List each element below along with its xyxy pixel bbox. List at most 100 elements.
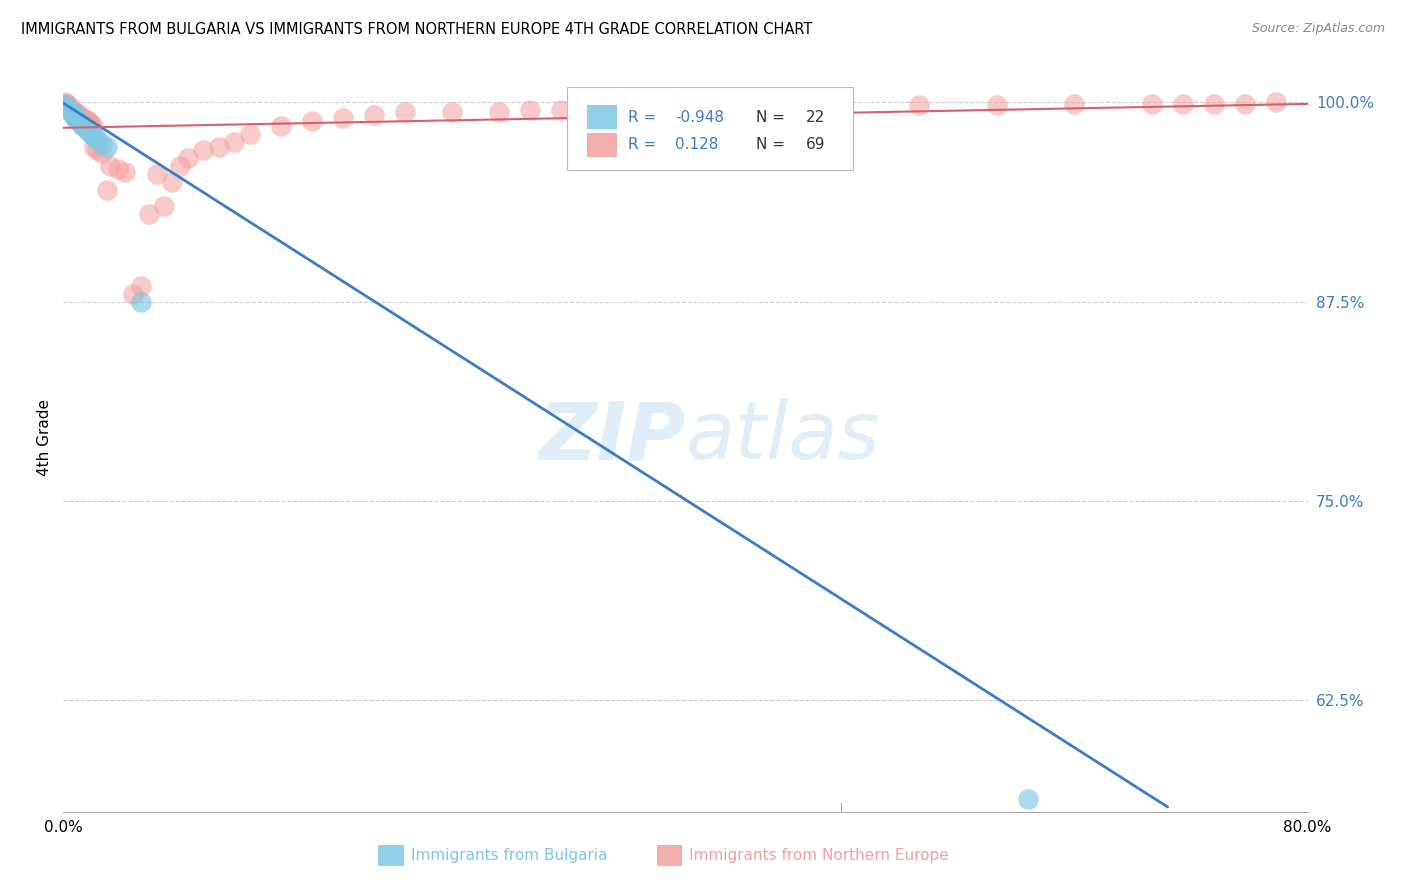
Point — [1265, 95, 1288, 110]
Point — [70, 112, 93, 126]
Point — [239, 127, 262, 141]
Point — [153, 199, 176, 213]
FancyBboxPatch shape — [567, 87, 853, 169]
Text: atlas: atlas — [686, 398, 880, 476]
Point — [986, 98, 1008, 112]
FancyBboxPatch shape — [588, 133, 617, 157]
Point — [129, 294, 152, 309]
Point — [56, 102, 79, 116]
Point — [332, 112, 354, 126]
Text: R =: R = — [628, 137, 661, 153]
Text: -0.948: -0.948 — [675, 110, 724, 125]
FancyBboxPatch shape — [657, 845, 682, 866]
Point — [96, 183, 118, 197]
Point — [55, 96, 77, 111]
Point — [643, 102, 665, 116]
Point — [62, 106, 84, 120]
Point — [1234, 96, 1257, 111]
Point — [86, 143, 108, 157]
Point — [83, 130, 105, 145]
Text: Immigrants from Bulgaria: Immigrants from Bulgaria — [411, 848, 607, 863]
Point — [122, 286, 145, 301]
Point — [363, 108, 385, 122]
Point — [550, 103, 572, 118]
Point — [98, 159, 121, 173]
Point — [441, 104, 464, 119]
Point — [56, 98, 79, 112]
Point — [80, 118, 103, 132]
Point — [65, 112, 87, 126]
Point — [86, 132, 108, 146]
Point — [1204, 96, 1226, 111]
Point — [394, 104, 416, 119]
Point — [76, 112, 98, 127]
Text: IMMIGRANTS FROM BULGARIA VS IMMIGRANTS FROM NORTHERN EUROPE 4TH GRADE CORRELATIO: IMMIGRANTS FROM BULGARIA VS IMMIGRANTS F… — [21, 22, 813, 37]
Text: ZIP: ZIP — [538, 398, 686, 476]
Point — [596, 102, 619, 116]
Point — [129, 278, 152, 293]
Point — [62, 104, 84, 119]
Text: Immigrants from Northern Europe: Immigrants from Northern Europe — [689, 848, 949, 863]
Point — [63, 106, 86, 120]
Point — [138, 207, 160, 221]
Point — [58, 100, 80, 114]
Point — [193, 143, 215, 157]
Point — [72, 119, 94, 133]
Point — [519, 103, 541, 118]
Text: Source: ZipAtlas.com: Source: ZipAtlas.com — [1251, 22, 1385, 36]
Point — [69, 116, 91, 130]
Point — [63, 104, 86, 119]
Point — [82, 119, 104, 133]
Point — [107, 162, 129, 177]
Point — [907, 98, 929, 112]
Point — [77, 124, 100, 138]
Text: 22: 22 — [806, 110, 825, 125]
Point — [53, 95, 76, 110]
Point — [768, 100, 790, 114]
Point — [66, 108, 89, 122]
Point — [53, 98, 76, 112]
FancyBboxPatch shape — [588, 105, 617, 129]
Point — [58, 102, 80, 116]
Point — [72, 112, 94, 126]
Point — [67, 108, 90, 122]
Point — [1173, 96, 1195, 111]
Point — [60, 103, 83, 118]
Point — [721, 100, 744, 114]
Point — [55, 100, 77, 114]
Point — [77, 114, 100, 128]
Point — [83, 140, 105, 154]
Point — [58, 103, 80, 118]
Point — [60, 104, 83, 119]
Point — [270, 119, 292, 133]
Point — [53, 96, 76, 111]
Point — [160, 175, 183, 189]
Point — [675, 102, 697, 116]
Point — [70, 118, 93, 132]
Point — [63, 110, 86, 124]
Point — [208, 140, 231, 154]
Point — [79, 116, 101, 130]
Point — [62, 103, 84, 118]
Point — [69, 110, 91, 124]
Point — [73, 112, 96, 127]
Point — [224, 135, 246, 149]
Point — [60, 102, 83, 116]
Y-axis label: 4th Grade: 4th Grade — [37, 399, 52, 475]
Point — [91, 136, 114, 151]
Point — [67, 110, 90, 124]
Text: 69: 69 — [806, 137, 825, 153]
Point — [177, 151, 200, 165]
Text: N =: N = — [756, 110, 790, 125]
Point — [145, 167, 167, 181]
Point — [114, 165, 136, 179]
Point — [169, 159, 191, 173]
FancyBboxPatch shape — [378, 845, 404, 866]
Point — [1063, 96, 1085, 111]
Point — [830, 98, 852, 112]
Point — [80, 127, 103, 141]
Point — [76, 122, 98, 136]
Text: R =: R = — [628, 110, 661, 125]
Point — [67, 114, 90, 128]
Point — [1017, 792, 1039, 806]
